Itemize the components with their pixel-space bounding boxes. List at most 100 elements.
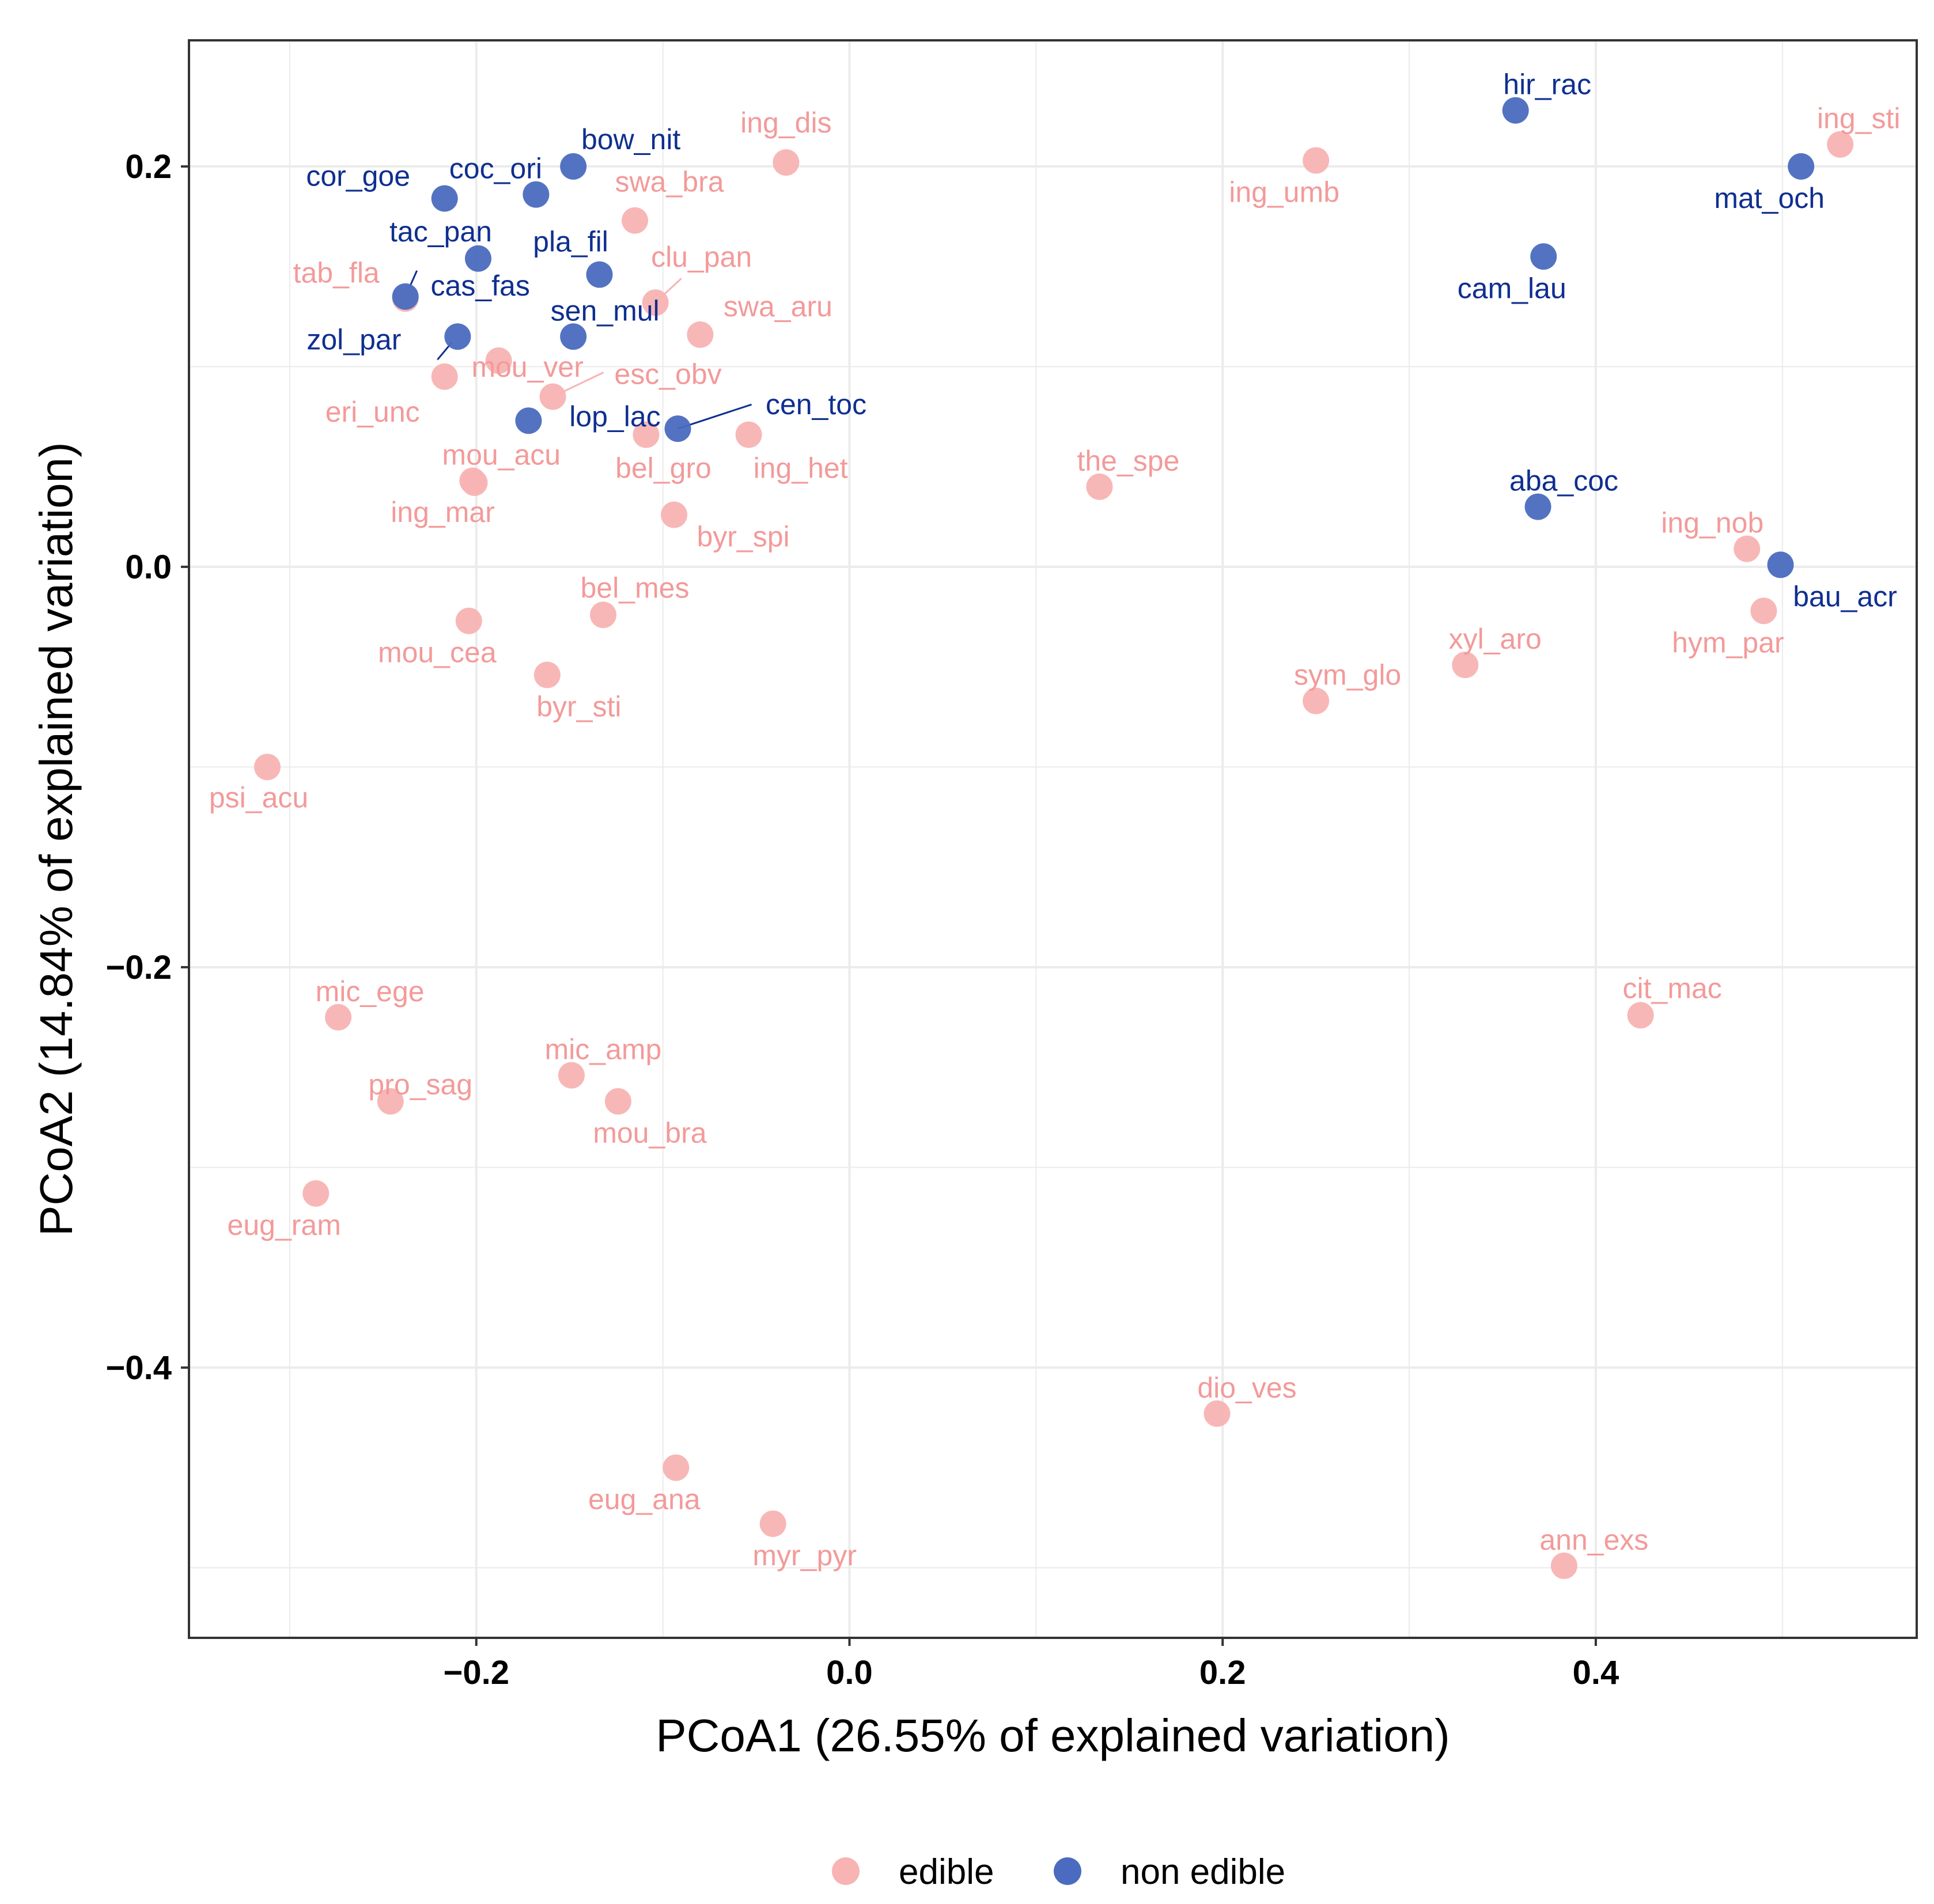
y-axis-title: PCoA2 (14.84% of explained variation) [31, 442, 82, 1236]
legend-key-edible [832, 1857, 860, 1885]
point-label: eug_ana [588, 1483, 701, 1516]
x-axis-title: PCoA1 (26.55% of explained variation) [656, 1710, 1450, 1761]
data-point-hym-par [1750, 597, 1777, 624]
point-label: cam_lau [1458, 272, 1566, 304]
point-label: mou_ver [471, 351, 584, 383]
point-label: ing_nob [1661, 507, 1763, 539]
data-point-dio-ves [1203, 1400, 1231, 1427]
data-point-ing-nob [1734, 535, 1761, 562]
panel-border [188, 39, 1918, 1639]
data-point-tac-pan [464, 245, 491, 272]
data-point-ann-exs [1550, 1552, 1577, 1579]
data-points [254, 97, 1854, 1579]
point-label: the_spe [1077, 445, 1179, 477]
data-point-clu-pan [642, 289, 669, 316]
data-point-cen-toc [664, 415, 691, 442]
data-point-swa-bra [622, 207, 649, 234]
point-label: mou_bra [593, 1117, 707, 1149]
data-point-mat-och [1788, 153, 1815, 180]
axes: −0.2 0.0 0.2 0.4 0.2 0.0 −0.2 −0.4 [106, 148, 1619, 1691]
point-label: sen_mul [551, 294, 660, 327]
point-label: swa_bra [615, 166, 724, 198]
point-labels: ing_dis swa_bra clu_pan swa_aru tab_fla mou_v… [209, 69, 1901, 1572]
point-label: mou_cea [378, 637, 497, 669]
point-label: tab_fla [293, 256, 380, 289]
data-point-mic-ege [325, 1004, 352, 1031]
point-label: lop_lac [569, 400, 660, 433]
x-tick-label: 0.0 [826, 1654, 873, 1691]
point-label: mou_acu [442, 438, 561, 471]
point-label: byr_spi [697, 521, 789, 553]
point-label: aba_coc [1509, 465, 1618, 497]
point-label: hym_par [1672, 626, 1784, 658]
data-point-bel-gro [633, 421, 660, 448]
data-point-esc-obv [539, 383, 566, 410]
data-point-zol-par [444, 323, 471, 350]
point-label: xyl_aro [1449, 623, 1542, 655]
data-point-xyl-aro [1452, 652, 1479, 679]
point-label: eug_ram [228, 1209, 341, 1241]
point-label: mic_ege [316, 975, 425, 1008]
point-label: mat_och [1714, 182, 1825, 214]
data-point-eug-ram [302, 1180, 330, 1207]
data-point-swa-aru [687, 321, 714, 348]
data-point-cit-mac [1627, 1002, 1654, 1029]
data-point-pla-fil [586, 261, 613, 288]
data-point-pro-sag [377, 1088, 404, 1115]
data-point-the-spe [1086, 473, 1113, 500]
x-tick-label: 0.4 [1573, 1654, 1619, 1691]
point-label: ing_sti [1817, 103, 1901, 135]
legend: edible non edible [832, 1852, 1285, 1892]
point-label: byr_sti [536, 691, 621, 723]
point-label: coc_ori [449, 153, 542, 185]
data-point-byr-sti [533, 661, 561, 688]
point-label: cor_goe [306, 160, 410, 192]
data-point-cor-goe [431, 185, 458, 212]
point-label: ann_exs [1539, 1524, 1648, 1556]
point-label: cit_mac [1623, 972, 1722, 1004]
data-point-hir-rac [1502, 97, 1529, 124]
data-point-bau-acr [1767, 551, 1794, 578]
point-label: hir_rac [1503, 69, 1591, 101]
point-label: bel_mes [580, 571, 689, 604]
data-point-aba-coc [1524, 493, 1551, 520]
data-point-byr-spi [661, 501, 688, 528]
data-point-mou-cea [455, 607, 482, 634]
point-label: zol_par [306, 323, 401, 355]
data-point-myr-pyr [759, 1510, 786, 1537]
point-label: pro_sag [368, 1069, 472, 1101]
point-label: cas_fas [431, 270, 530, 302]
point-label: sym_glo [1294, 659, 1401, 691]
point-label: ing_het [754, 452, 848, 484]
data-point-coc-ori [523, 181, 550, 208]
point-label: bel_gro [615, 452, 711, 484]
legend-label: edible [899, 1852, 994, 1892]
data-point-cas-fas [392, 283, 419, 310]
point-label: ing_umb [1229, 176, 1339, 208]
data-point-ing-dis [773, 149, 800, 176]
data-point-mou-ver [485, 347, 512, 374]
legend-label: non edible [1121, 1852, 1285, 1892]
point-label: pla_fil [533, 226, 608, 258]
point-label: myr_pyr [752, 1539, 857, 1572]
point-label: bow_nit [581, 123, 680, 156]
point-label: dio_ves [1197, 1372, 1296, 1404]
y-tick-label: −0.4 [106, 1349, 172, 1387]
data-point-sen-mul [560, 323, 587, 350]
data-point-ing-sti [1827, 131, 1854, 158]
point-label: esc_obv [614, 358, 721, 391]
point-label: ing_dis [740, 107, 831, 139]
x-tick-label: −0.2 [444, 1654, 510, 1691]
data-point-ing-mar [461, 469, 488, 496]
point-label: swa_aru [724, 290, 832, 323]
legend-key-non-edible [1054, 1857, 1081, 1885]
point-label: bau_acr [1793, 580, 1897, 612]
data-point-bow-nit [560, 153, 587, 180]
data-point-mou-bra [604, 1088, 631, 1115]
y-tick-label: 0.0 [125, 548, 172, 586]
point-label: cen_toc [766, 388, 866, 421]
point-label: mic_amp [545, 1034, 662, 1066]
data-point-ing-het [735, 421, 762, 448]
data-point-sym-glo [1303, 687, 1330, 714]
